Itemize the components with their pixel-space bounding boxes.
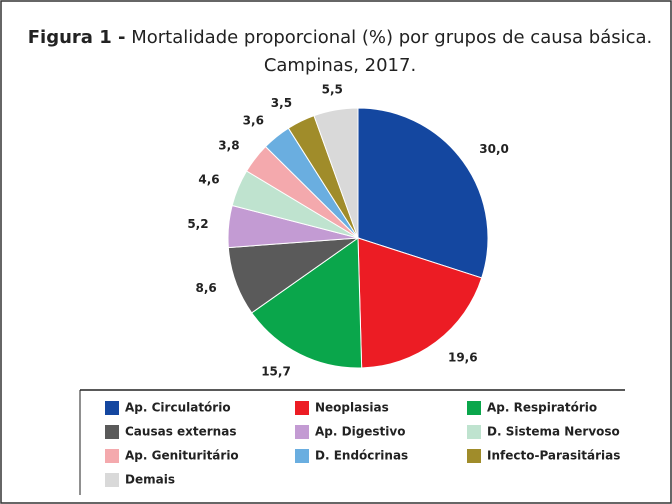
legend-swatch xyxy=(295,425,309,439)
legend-swatch xyxy=(295,449,309,463)
chart-title-block: Figura 1 - Mortalidade proporcional (%) … xyxy=(20,24,660,80)
pie-slice xyxy=(357,107,489,279)
legend-label: D. Endócrinas xyxy=(315,449,408,463)
legend-label: Ap. Respiratório xyxy=(487,401,597,415)
data-label: 15,7 xyxy=(261,365,291,379)
data-label: 4,6 xyxy=(198,172,219,186)
legend-label: Ap. Genituritário xyxy=(125,449,239,463)
legend-swatch xyxy=(105,425,119,439)
data-label: 8,6 xyxy=(196,281,217,295)
legend-label: Ap. Circulatório xyxy=(125,401,231,415)
legend-swatch xyxy=(467,401,481,415)
legend-swatch xyxy=(105,449,119,463)
pie-slice xyxy=(357,237,483,369)
data-label: 30,0 xyxy=(479,142,509,156)
legend-swatch xyxy=(105,401,119,415)
legend-label: Demais xyxy=(125,473,175,487)
legend-label: Infecto-Parasitárias xyxy=(487,449,620,463)
legend-swatch xyxy=(295,401,309,415)
legend-label: D. Sistema Nervoso xyxy=(487,425,620,439)
data-label: 3,6 xyxy=(243,114,264,128)
pie-slice xyxy=(313,107,359,239)
legend-label: Neoplasias xyxy=(315,401,389,415)
legend-swatch xyxy=(467,449,481,463)
data-label: 5,5 xyxy=(322,83,343,97)
data-label: 3,5 xyxy=(271,96,292,110)
pie-slice xyxy=(251,237,363,369)
legend-swatch xyxy=(467,425,481,439)
legend-label: Causas externas xyxy=(125,425,236,439)
data-label: 5,2 xyxy=(187,217,208,231)
data-label: 19,6 xyxy=(448,351,478,365)
chart-title: Mortalidade proporcional (%) por grupos … xyxy=(131,27,653,76)
legend-swatch xyxy=(105,473,119,487)
legend-label: Ap. Digestivo xyxy=(315,425,405,439)
data-label: 3,8 xyxy=(218,138,239,152)
figure-label: Figura 1 - xyxy=(27,27,126,48)
